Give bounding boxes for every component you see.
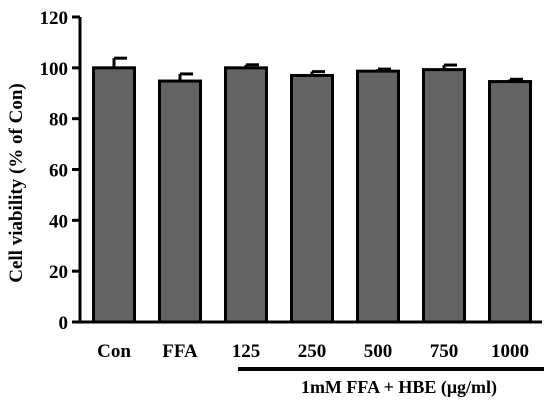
x-category-label: 125	[232, 341, 261, 362]
bar-Con	[92, 66, 136, 324]
x-axis-categories: Con FFA 125 250 500 750 1000	[97, 341, 529, 362]
y-tick-label: 80	[49, 110, 68, 131]
bar-750	[422, 68, 466, 324]
y-tick-label: 100	[40, 59, 69, 80]
y-tick-label: 0	[59, 313, 69, 334]
bar-1000	[488, 80, 532, 324]
x-category-label: 1000	[491, 341, 529, 362]
bars	[92, 66, 532, 324]
x-category-label: Con	[97, 341, 131, 362]
y-tick-label: 120	[40, 8, 69, 29]
bar-250	[290, 73, 334, 324]
x-category-label: 750	[430, 341, 459, 362]
y-axis: 0 20 40 60 80 100 120	[40, 8, 542, 334]
x-category-label: 500	[364, 341, 393, 362]
y-axis-title: Cell viability (% of Con)	[6, 83, 27, 283]
bar-500	[356, 69, 400, 324]
y-tick-label: 60	[49, 161, 68, 182]
bar-125	[224, 66, 268, 324]
error-bars	[112, 56, 523, 82]
group-label: 1mM FFA + HBE (μg/ml)	[301, 377, 497, 398]
bar-FFA	[158, 79, 202, 324]
y-tick-label: 20	[49, 262, 68, 283]
x-category-label: 250	[298, 341, 327, 362]
y-tick-label: 40	[49, 211, 68, 232]
x-category-label: FFA	[162, 341, 198, 362]
